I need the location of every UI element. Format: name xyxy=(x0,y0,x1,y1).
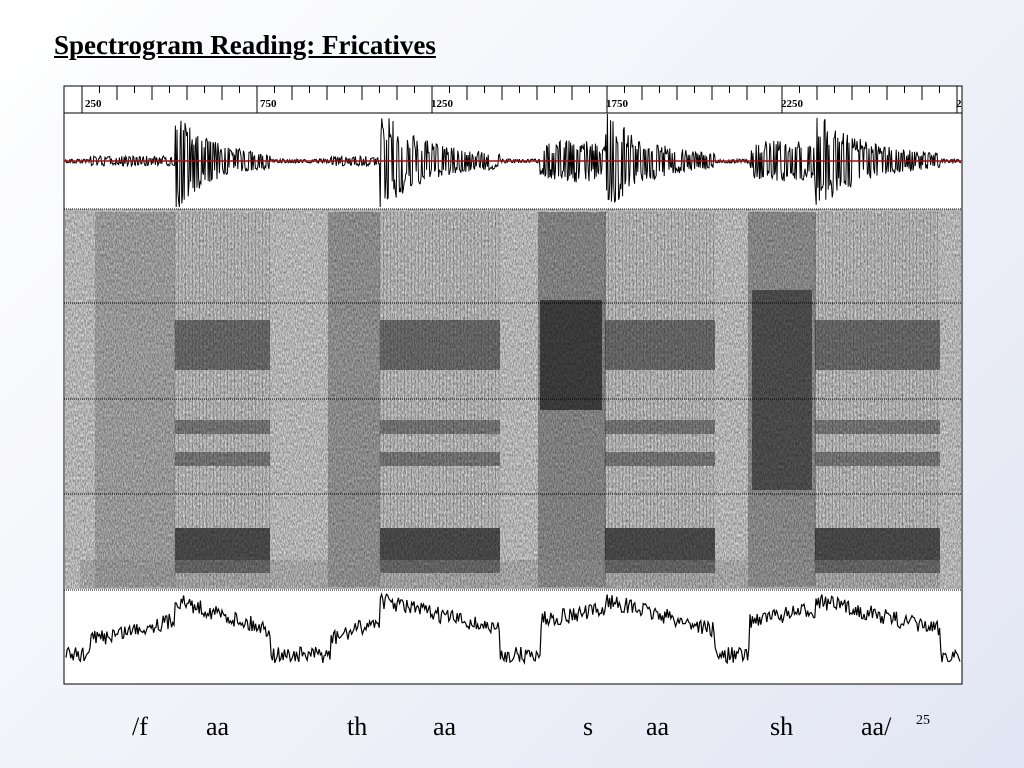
ruler-label: 1750 xyxy=(606,98,629,110)
phoneme-label: s xyxy=(583,712,593,741)
spectrogram xyxy=(65,209,961,589)
page-number: 25 xyxy=(916,713,930,728)
phoneme-label: aa xyxy=(646,712,670,741)
ruler-label: 250 xyxy=(85,98,102,110)
phoneme-label: aa/ xyxy=(861,712,892,741)
energy-contour xyxy=(65,592,961,665)
phoneme-label: /f xyxy=(132,712,148,741)
ruler-label: 1250 xyxy=(431,98,454,110)
slide-title: Spectrogram Reading: Fricatives xyxy=(54,30,436,60)
phoneme-label: aa xyxy=(433,712,457,741)
ruler-label: 2250 xyxy=(781,98,804,110)
ruler xyxy=(81,86,958,113)
phoneme-label: aa xyxy=(206,712,230,741)
ruler-label: 2 xyxy=(956,98,962,110)
ruler-label: 750 xyxy=(260,98,277,110)
phoneme-label: th xyxy=(347,712,367,741)
phoneme-label: sh xyxy=(770,712,793,741)
frequency-lines xyxy=(64,208,962,591)
